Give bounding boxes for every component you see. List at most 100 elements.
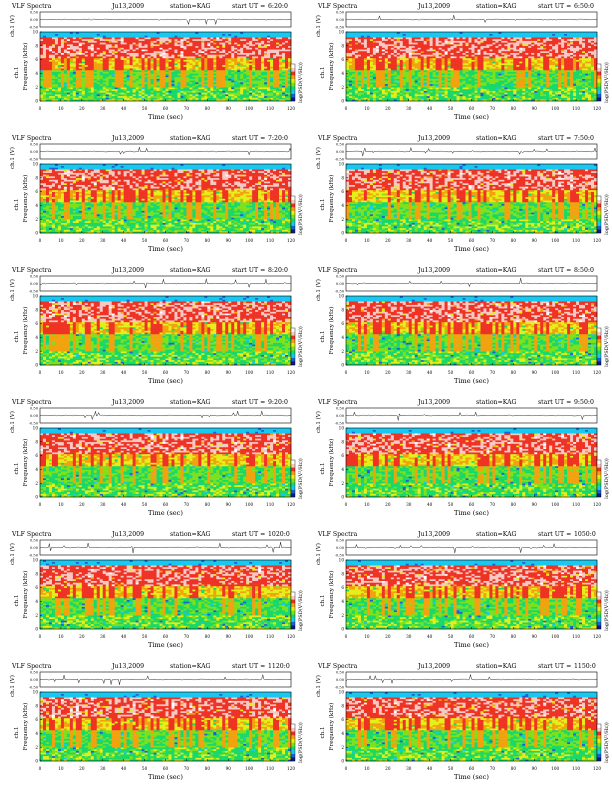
spectrogram-cell [204,73,208,76]
spectrogram-cell [447,87,451,90]
spectrogram-cell [117,75,121,78]
spectrogram-cell [72,68,77,71]
spectrogram-cell [165,95,169,98]
spectrogram-cell [375,73,380,76]
spectrogram-cell [273,95,277,98]
spectrogram-cell [249,71,253,74]
spectrogram-cell [288,63,292,66]
spectrogram-cell [438,32,442,35]
spectrogram-cell [243,87,247,90]
spectrogram-cell [252,83,256,86]
spectrogram-cell [171,38,175,41]
spectrogram-cell [237,52,241,55]
spectrogram-cell [150,97,154,100]
spectrogram-cell [48,45,53,48]
spectrogram-cell [213,47,217,50]
spectrogram-cell [282,33,286,36]
spectrogram-cell [354,82,359,85]
spectrogram-cell [234,54,238,57]
spectrogram-cell [267,69,271,72]
spectrogram-cell [261,78,265,81]
spectrogram-cell [396,33,401,36]
spectrogram-cell [354,61,359,64]
spectrogram-cell [135,54,139,57]
spectrogram-cell [346,37,350,40]
spectrogram-cell [204,95,208,98]
spectrogram-cell [420,40,424,43]
spectrogram-cell [408,45,413,48]
spectrogram-cell [234,33,238,36]
spectrogram-cell [69,92,74,95]
spectrogram-cell [42,97,47,100]
spectrogram-cell [174,76,178,79]
spectrogram-cell [93,66,98,69]
spectrogram-cell [108,47,113,50]
spectrogram-cell [177,35,181,38]
spectrogram-cell [258,61,262,64]
spectrogram-cell [63,99,68,102]
spectrogram-cell [57,87,62,90]
spectrogram-cell [144,87,148,90]
spectrogram-cell [267,45,271,48]
spectrogram-cell [198,85,202,88]
spectrogram-cell [243,49,247,52]
spectrogram-cell [402,90,407,93]
spectrogram-cell [78,37,83,40]
spectrogram-cell [135,82,139,85]
spectrogram-cell [108,99,113,102]
spectrogram-cell [213,76,217,79]
spectrogram-cell [243,45,247,48]
spectrogram-cell [165,54,169,57]
colorbar-swatch [291,93,295,98]
spectrogram-cell [279,33,283,36]
spectrogram-cell [84,59,89,62]
spectrogram-cell [387,59,392,62]
spectrogram-cell [114,68,118,71]
spectrogram-cell [114,49,118,52]
spectrogram-cell [132,90,136,93]
spectrogram-cell [432,69,436,72]
spectrogram-cell [129,59,133,62]
spectrogram-cell [90,75,95,78]
spectrogram-cell [351,99,356,102]
spectrogram-cell [420,66,424,69]
spectrogram-cell [93,40,98,43]
spectrogram-cell [246,50,250,53]
spectrogram-cell [213,97,217,100]
spectrogram-cell [120,97,124,100]
spectrogram-cell [195,57,199,60]
spectrogram-cell [270,95,274,98]
spectrogram-cell [381,61,386,64]
spectrogram-cell [414,35,419,38]
spectrogram-cell [219,37,223,40]
spectrogram-cell [219,52,223,55]
spectrogram-cell [165,52,169,55]
spectrogram-cell [45,99,50,102]
spectrogram-cell [120,83,124,86]
spectrogram-cell [258,90,262,93]
spectrogram-cell [120,59,124,62]
spectrogram-cell [234,35,238,38]
spectrogram-cell [396,85,401,88]
panel-start-prefix: start UT = [538,3,571,10]
spectrogram-cell [60,88,65,91]
spectrogram-cell [150,45,154,48]
spectrogram-cell [372,78,377,81]
spectrogram-cell [276,42,280,45]
spectrogram-cell [111,97,115,100]
spectrogram-cell [63,83,68,86]
spectrogram-cell [264,90,268,93]
spectrogram-cell [282,42,286,45]
spectrogram-cell [450,88,454,91]
spectrogram-cell [123,64,127,67]
spectrogram-cell [42,61,47,64]
spectrogram-cell [240,59,244,62]
spectrogram-cell [372,99,377,102]
spectrogram-cell [144,64,148,67]
spectrogram-cell [225,66,229,69]
spectrogram-cell [459,78,463,81]
spectrogram-cell [138,45,142,48]
spectrogram-cell [54,92,59,95]
spectrogram-cell [246,78,250,81]
spectrogram-cell [408,83,413,86]
